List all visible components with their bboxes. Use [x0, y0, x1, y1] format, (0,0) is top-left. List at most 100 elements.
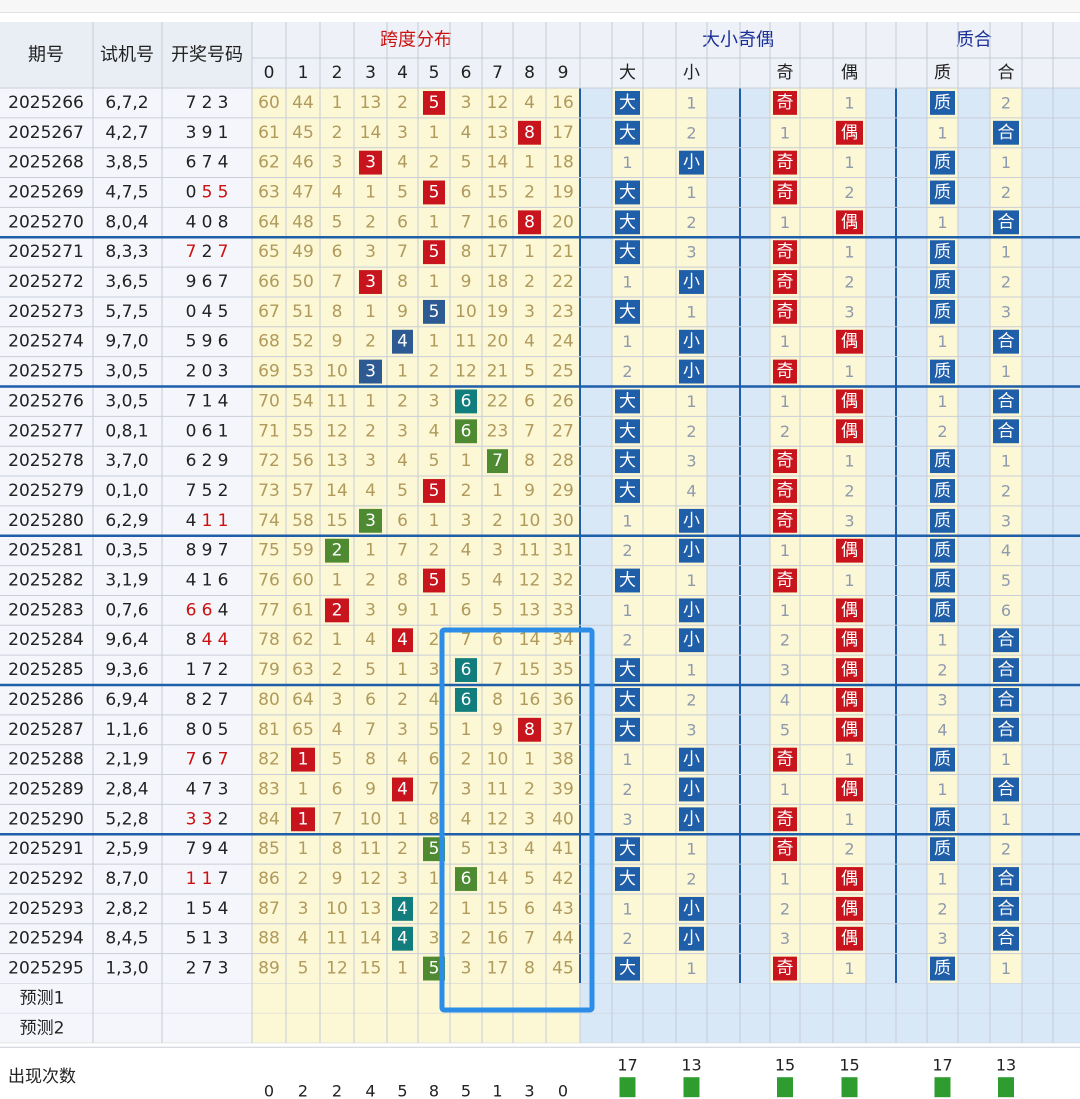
span-miss-value: 9: [397, 302, 408, 322]
big-marker: [615, 210, 640, 235]
trial-cell: 3,1,9: [105, 571, 148, 591]
span-miss-value: 1: [332, 93, 343, 113]
composite-marker: [993, 628, 1019, 653]
draw-digit: 1: [202, 391, 213, 411]
miss-count: 1: [622, 601, 632, 620]
span-miss-value: 1: [397, 809, 408, 829]
span-miss-value: 6: [429, 750, 440, 770]
even-label: 偶: [841, 332, 858, 352]
span-miss-value: 1: [429, 511, 440, 531]
miss-count: 1: [622, 153, 632, 172]
span-miss-value: 1: [429, 272, 440, 292]
miss-count: 1: [780, 541, 790, 560]
span-miss-value: 71: [258, 421, 280, 441]
span-miss-value: 1: [429, 869, 440, 889]
span-miss-value: 5: [332, 212, 343, 232]
span-miss-value: 4: [429, 690, 440, 710]
span-miss-value: 4: [524, 93, 535, 113]
size-group-header: 大小奇偶: [702, 30, 774, 51]
size-sub-header: 奇: [777, 63, 794, 83]
draw-digit: 4: [186, 511, 197, 531]
composite-label: 合: [998, 212, 1015, 232]
span-miss-value: 1: [429, 123, 440, 143]
composite-label: 合: [998, 660, 1015, 680]
miss-count: 1: [937, 123, 947, 142]
span-miss-value: 17: [552, 123, 574, 143]
big-marker: [615, 956, 640, 981]
composite-marker: [993, 419, 1019, 444]
composite-marker: [993, 329, 1019, 354]
big-marker: [615, 688, 640, 712]
miss-count: 1: [622, 899, 632, 918]
miss-count: 1: [622, 273, 632, 292]
composite-marker: [993, 658, 1019, 682]
big-label: 大: [619, 451, 636, 471]
small-label: 小: [683, 809, 700, 829]
span-digit-header: 2: [332, 63, 343, 83]
big-marker: [615, 120, 640, 145]
span-miss-value: 9: [492, 720, 503, 740]
draw-digit: 5: [202, 899, 213, 919]
prime-marker: [930, 956, 955, 981]
span-miss-value: 3: [429, 660, 440, 680]
even-marker: [836, 210, 863, 235]
size-count: 15: [839, 1056, 859, 1075]
span-hit-label: 3: [365, 362, 376, 382]
span-hit-marker: [423, 180, 445, 205]
draw-digit: 3: [218, 93, 229, 113]
span-digit-header: 1: [298, 63, 309, 83]
even-marker: [836, 628, 863, 653]
span-miss-value: 2: [365, 332, 376, 352]
span-miss-value: 2: [429, 362, 440, 382]
span-miss-value: 19: [552, 182, 574, 202]
odd-marker: [773, 180, 797, 205]
prime-marker: [930, 91, 955, 115]
trial-cell: 8,0,4: [105, 212, 148, 232]
span-count: 5: [397, 1082, 407, 1099]
draw-digit: 3: [186, 809, 197, 829]
draw-digit: 2: [202, 690, 213, 710]
size-count: 17: [617, 1056, 637, 1075]
span-miss-value: 3: [397, 720, 408, 740]
trial-header: 试机号: [100, 45, 154, 66]
span-miss-value: 84: [258, 809, 280, 829]
span-hit-marker: [392, 896, 413, 921]
prime-label: 质: [934, 541, 951, 561]
draw-digit: 0: [202, 362, 213, 382]
span-miss-value: 2: [298, 869, 309, 889]
trial-cell: 6,7,2: [105, 93, 148, 113]
even-label: 偶: [841, 660, 858, 680]
span-miss-value: 14: [326, 481, 348, 501]
span-miss-value: 6: [397, 511, 408, 531]
draw-digit: 0: [186, 302, 197, 322]
even-marker: [836, 926, 863, 951]
span-miss-value: 7: [332, 272, 343, 292]
big-marker: [615, 479, 640, 503]
miss-count: 3: [937, 690, 947, 709]
span-miss-value: 13: [487, 839, 509, 859]
period-cell: 2025266: [8, 93, 84, 113]
composite-label: 合: [998, 690, 1015, 710]
span-digit-header: 5: [429, 63, 440, 83]
span-hit-label: 2: [332, 541, 343, 561]
span-miss-value: 35: [552, 660, 574, 680]
draw-digit: 2: [202, 451, 213, 471]
span-miss-value: 24: [552, 332, 574, 352]
miss-count: 1: [1001, 750, 1011, 769]
miss-count: 1: [844, 571, 854, 590]
miss-count: 1: [686, 571, 696, 590]
miss-count: 6: [1001, 601, 1011, 620]
miss-count: 4: [686, 481, 696, 500]
draw-digit: 3: [202, 809, 213, 829]
predict-right-background: [580, 1013, 1080, 1044]
even-label: 偶: [841, 541, 858, 561]
prime-count-bar: [934, 1077, 951, 1098]
span-hit-marker: [359, 270, 382, 294]
miss-count: 2: [622, 631, 632, 650]
draw-digit: 7: [218, 541, 229, 561]
span-miss-value: 63: [258, 182, 280, 202]
small-label: 小: [683, 750, 700, 770]
miss-count: 5: [1001, 571, 1011, 590]
miss-count: 1: [1001, 153, 1011, 172]
even-marker: [836, 896, 863, 921]
